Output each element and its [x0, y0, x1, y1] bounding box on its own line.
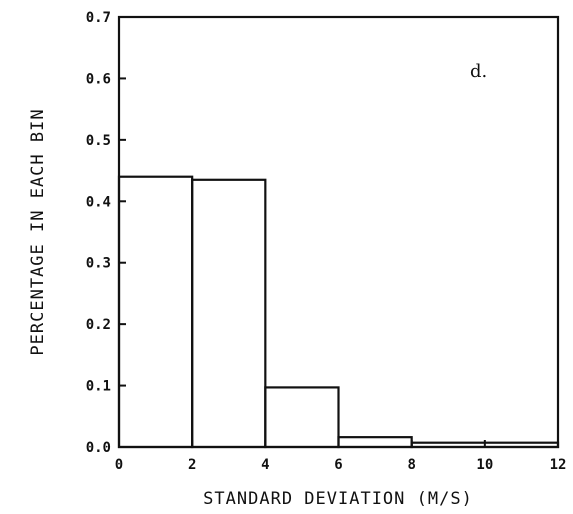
y-tick-label-4: 0.4	[86, 194, 111, 210]
histogram-bar-0	[117, 175, 194, 449]
histogram-bar-2	[264, 386, 340, 449]
y-axis-title: PERCENTAGE IN EACH BIN	[28, 108, 48, 355]
y-tick-label-5: 0.5	[86, 133, 111, 149]
x-tick-label-5: 10	[476, 457, 493, 473]
x-tick-label-6: 12	[550, 457, 567, 473]
y-tick-label-0: 0.0	[86, 440, 111, 456]
y-tick-label-3: 0.3	[86, 256, 111, 272]
y-tick-label-7: 0.7	[86, 10, 111, 26]
x-tick-label-0: 0	[115, 457, 123, 473]
plot-frame	[117, 15, 560, 449]
x-tick-label-3: 6	[334, 457, 342, 473]
axes-group	[117, 15, 560, 449]
x-tick-label-1: 2	[188, 457, 196, 473]
ticks-group	[118, 16, 559, 448]
histogram-bar-1	[191, 178, 267, 449]
tick-labels-group: 0 2 4 6 8 10 12 0.0 0.1 0.2 0.3 0.4 0.5 0.6 0.7	[86, 10, 567, 473]
y-tick-label-6: 0.6	[86, 71, 111, 87]
x-tick-label-2: 4	[261, 457, 269, 473]
y-tick-label-2: 0.2	[86, 317, 111, 333]
x-axis-title: STANDARD DEVIATION (M/S)	[203, 489, 473, 509]
panel-annotation: d.	[470, 61, 487, 82]
histogram-bar-3	[337, 436, 413, 449]
x-tick-label-4: 8	[407, 457, 415, 473]
y-tick-label-1: 0.1	[86, 379, 111, 395]
bars-group	[117, 175, 560, 449]
